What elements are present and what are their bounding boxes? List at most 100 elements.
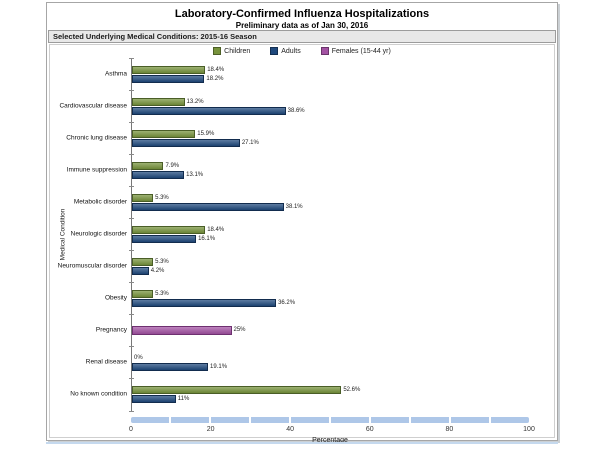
data-label: 4.2%: [150, 267, 165, 274]
category-row: Cardiovascular disease 13.2% 38.6%: [59, 90, 530, 122]
category-label: Neurologic disorder: [70, 230, 127, 238]
legend-label: Children: [224, 47, 251, 55]
legend-swatch-icon: [213, 47, 222, 55]
category-row: Immune suppression 7.9% 13.1%: [67, 154, 530, 186]
legend-item[interactable]: Females (15-44 yr): [320, 47, 391, 55]
data-label: 18.4%: [207, 226, 225, 233]
data-label: 18.4%: [207, 66, 225, 73]
bar-line: 5.3%: [132, 193, 530, 202]
data-bar: [132, 385, 342, 394]
bar-line: 16.1%: [132, 234, 530, 243]
category-label: Immune suppression: [66, 166, 127, 174]
x-tick-label: 80: [445, 426, 454, 433]
y-axis-label: Medical Condition: [59, 208, 67, 261]
data-bar: [132, 161, 164, 170]
bar-line: 38.6%: [132, 106, 530, 115]
data-label: 27.1%: [241, 139, 259, 146]
category-label: Cardiovascular disease: [59, 102, 127, 110]
bar-line: 18.2%: [132, 74, 530, 83]
category-row: Neuromuscular disorder 5.3% 4.2%: [58, 250, 530, 282]
data-bar: [132, 225, 206, 234]
bar-line: 7.9%: [132, 161, 530, 170]
data-bar: [132, 234, 197, 243]
category-row: Metabolic disorder 5.3% 38.1%: [74, 186, 530, 218]
data-label: 13.2%: [186, 98, 204, 105]
data-label: 5.3%: [155, 258, 169, 265]
bar-line: 52.6%: [132, 385, 530, 394]
data-bar: [132, 394, 176, 403]
data-label: 5.3%: [155, 194, 169, 201]
data-label: 18.2%: [206, 75, 224, 82]
legend-item[interactable]: Adults: [270, 47, 301, 55]
data-label: 19.1%: [210, 363, 228, 370]
legend-swatch-icon: [270, 47, 279, 55]
data-label: 52.6%: [343, 386, 361, 393]
bar-line: 5.3%: [132, 257, 530, 266]
data-label: 36.2%: [278, 299, 296, 306]
category-label: Chronic lung disease: [66, 134, 127, 142]
data-bar: [132, 129, 196, 138]
category-label: Metabolic disorder: [73, 198, 127, 206]
bar-line: 5.3%: [132, 289, 530, 298]
data-label: 15.9%: [197, 130, 215, 137]
legend-label: Females (15-44 yr): [331, 47, 391, 55]
data-bar: [132, 257, 154, 266]
bar-line: 13.2%: [132, 97, 530, 106]
x-tick-label: 60: [365, 426, 374, 433]
legend-label: Adults: [281, 47, 301, 55]
bar-line: 13.1%: [132, 170, 530, 179]
x-tick-label: 20: [206, 426, 215, 433]
data-bar: [132, 74, 205, 83]
bar-line: 36.2%: [132, 298, 530, 307]
data-label: 16.1%: [198, 235, 216, 242]
bar-line: 4.2%: [132, 266, 530, 275]
bar-line: 18.4%: [132, 65, 530, 74]
range-scrollbar[interactable]: [131, 417, 529, 423]
category-label: Renal disease: [85, 358, 127, 366]
data-label: 0%: [134, 354, 143, 361]
plot-area: Asthma 18.4% 18.2% Cardiovascular disease 13…: [58, 58, 530, 412]
data-bar: [132, 325, 232, 335]
x-tick-label: 0: [129, 426, 133, 433]
category-label: Asthma: [104, 70, 127, 78]
bar-line: 0%: [132, 353, 530, 362]
category-row: Renal disease 0% 19.1%: [86, 346, 530, 378]
data-bar: [132, 97, 185, 106]
legend: Children Adults Females (15-44 yr): [50, 47, 554, 55]
bar-line: 11%: [132, 394, 530, 403]
data-bar: [132, 289, 154, 298]
bar-line: 15.9%: [132, 129, 530, 138]
data-bar: [132, 202, 284, 211]
window-bottom-edge: [46, 442, 558, 444]
bar-line: 19.1%: [132, 362, 530, 371]
chart-title: Laboratory-Confirmed Influenza Hospitali…: [174, 8, 430, 20]
category-label: Neuromuscular disorder: [57, 262, 127, 270]
category-row: Chronic lung disease 15.9% 27.1%: [66, 122, 530, 154]
legend-item[interactable]: Children: [213, 47, 250, 55]
category-label: No known condition: [70, 390, 127, 398]
chart-area: Children Adults Females (15-44 yr) Medical…: [49, 44, 555, 444]
data-bar: [132, 65, 206, 74]
bar-line: 27.1%: [132, 138, 530, 147]
category-row: No known condition 52.6% 11%: [70, 378, 530, 410]
data-bar: [132, 266, 149, 275]
category-label: Pregnancy: [95, 326, 127, 334]
data-bar: [132, 138, 240, 147]
chart-panel: Laboratory-Confirmed Influenza Hospitali…: [46, 2, 558, 444]
x-axis-ticks: 0 20 40 60 80 100: [129, 426, 535, 435]
chart-subtitle: Preliminary data as of Jan 30, 2016: [235, 21, 369, 30]
data-label: 5.3%: [155, 290, 169, 297]
data-label: 38.6%: [287, 107, 305, 114]
data-bar: [132, 193, 154, 202]
bar-line: 25%: [132, 325, 530, 335]
category-row: Obesity 5.3% 36.2%: [105, 282, 530, 314]
x-tick-label: 40: [286, 426, 295, 433]
data-label: 11%: [177, 395, 190, 402]
category-row: Neurologic disorder 18.4% 16.1%: [71, 218, 530, 250]
category-label: Obesity: [104, 294, 127, 302]
data-bar: [132, 298, 277, 307]
legend-swatch-icon: [320, 47, 329, 55]
data-bar: [132, 170, 185, 179]
x-tick-label: 100: [523, 426, 535, 433]
x-axis-label: Percentage: [312, 437, 348, 444]
